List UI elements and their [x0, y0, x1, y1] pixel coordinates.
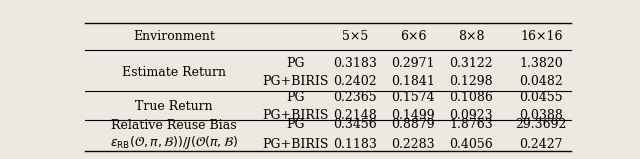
- Text: 0.1183: 0.1183: [333, 138, 377, 151]
- Text: 0.0923: 0.0923: [449, 109, 493, 122]
- Text: 0.3122: 0.3122: [449, 57, 493, 70]
- Text: Estimate Return: Estimate Return: [122, 66, 227, 79]
- Text: PG+BIRIS: PG+BIRIS: [262, 138, 329, 151]
- Text: 0.2427: 0.2427: [520, 138, 563, 151]
- Text: PG+BIRIS: PG+BIRIS: [262, 109, 329, 122]
- Text: 0.1298: 0.1298: [449, 75, 493, 88]
- Text: 0.4056: 0.4056: [449, 138, 493, 151]
- Text: 0.2148: 0.2148: [333, 109, 377, 122]
- Text: 0.2283: 0.2283: [392, 138, 435, 151]
- Text: 29.3692: 29.3692: [516, 118, 567, 131]
- Text: 5×5: 5×5: [342, 30, 369, 43]
- Text: 0.2971: 0.2971: [392, 57, 435, 70]
- Text: 0.2365: 0.2365: [333, 91, 377, 104]
- Text: 6×6: 6×6: [400, 30, 427, 43]
- Text: 16×16: 16×16: [520, 30, 563, 43]
- Text: 8×8: 8×8: [458, 30, 484, 43]
- Text: PG: PG: [287, 91, 305, 104]
- Text: 0.3456: 0.3456: [333, 118, 377, 131]
- Text: 0.0388: 0.0388: [519, 109, 563, 122]
- Text: True Return: True Return: [136, 100, 213, 113]
- Text: 0.3183: 0.3183: [333, 57, 377, 70]
- Text: Environment: Environment: [133, 30, 215, 43]
- Text: PG+BIRIS: PG+BIRIS: [262, 75, 329, 88]
- Text: 0.2402: 0.2402: [333, 75, 377, 88]
- Text: 0.1499: 0.1499: [392, 109, 435, 122]
- Text: 0.0455: 0.0455: [520, 91, 563, 104]
- Text: 0.0482: 0.0482: [520, 75, 563, 88]
- Text: PG: PG: [287, 118, 305, 131]
- Text: 0.1574: 0.1574: [392, 91, 435, 104]
- Text: 1.8763: 1.8763: [449, 118, 493, 131]
- Text: 0.8879: 0.8879: [392, 118, 435, 131]
- Text: 0.1086: 0.1086: [449, 91, 493, 104]
- Text: 1.3820: 1.3820: [520, 57, 563, 70]
- Text: PG: PG: [287, 57, 305, 70]
- Text: 0.1841: 0.1841: [392, 75, 435, 88]
- Text: Relative Reuse Bias
$\epsilon_{\rm RB}(\mathcal{O},\pi,\mathcal{B}))/J(\mathcal{: Relative Reuse Bias $\epsilon_{\rm RB}(\…: [110, 119, 238, 151]
